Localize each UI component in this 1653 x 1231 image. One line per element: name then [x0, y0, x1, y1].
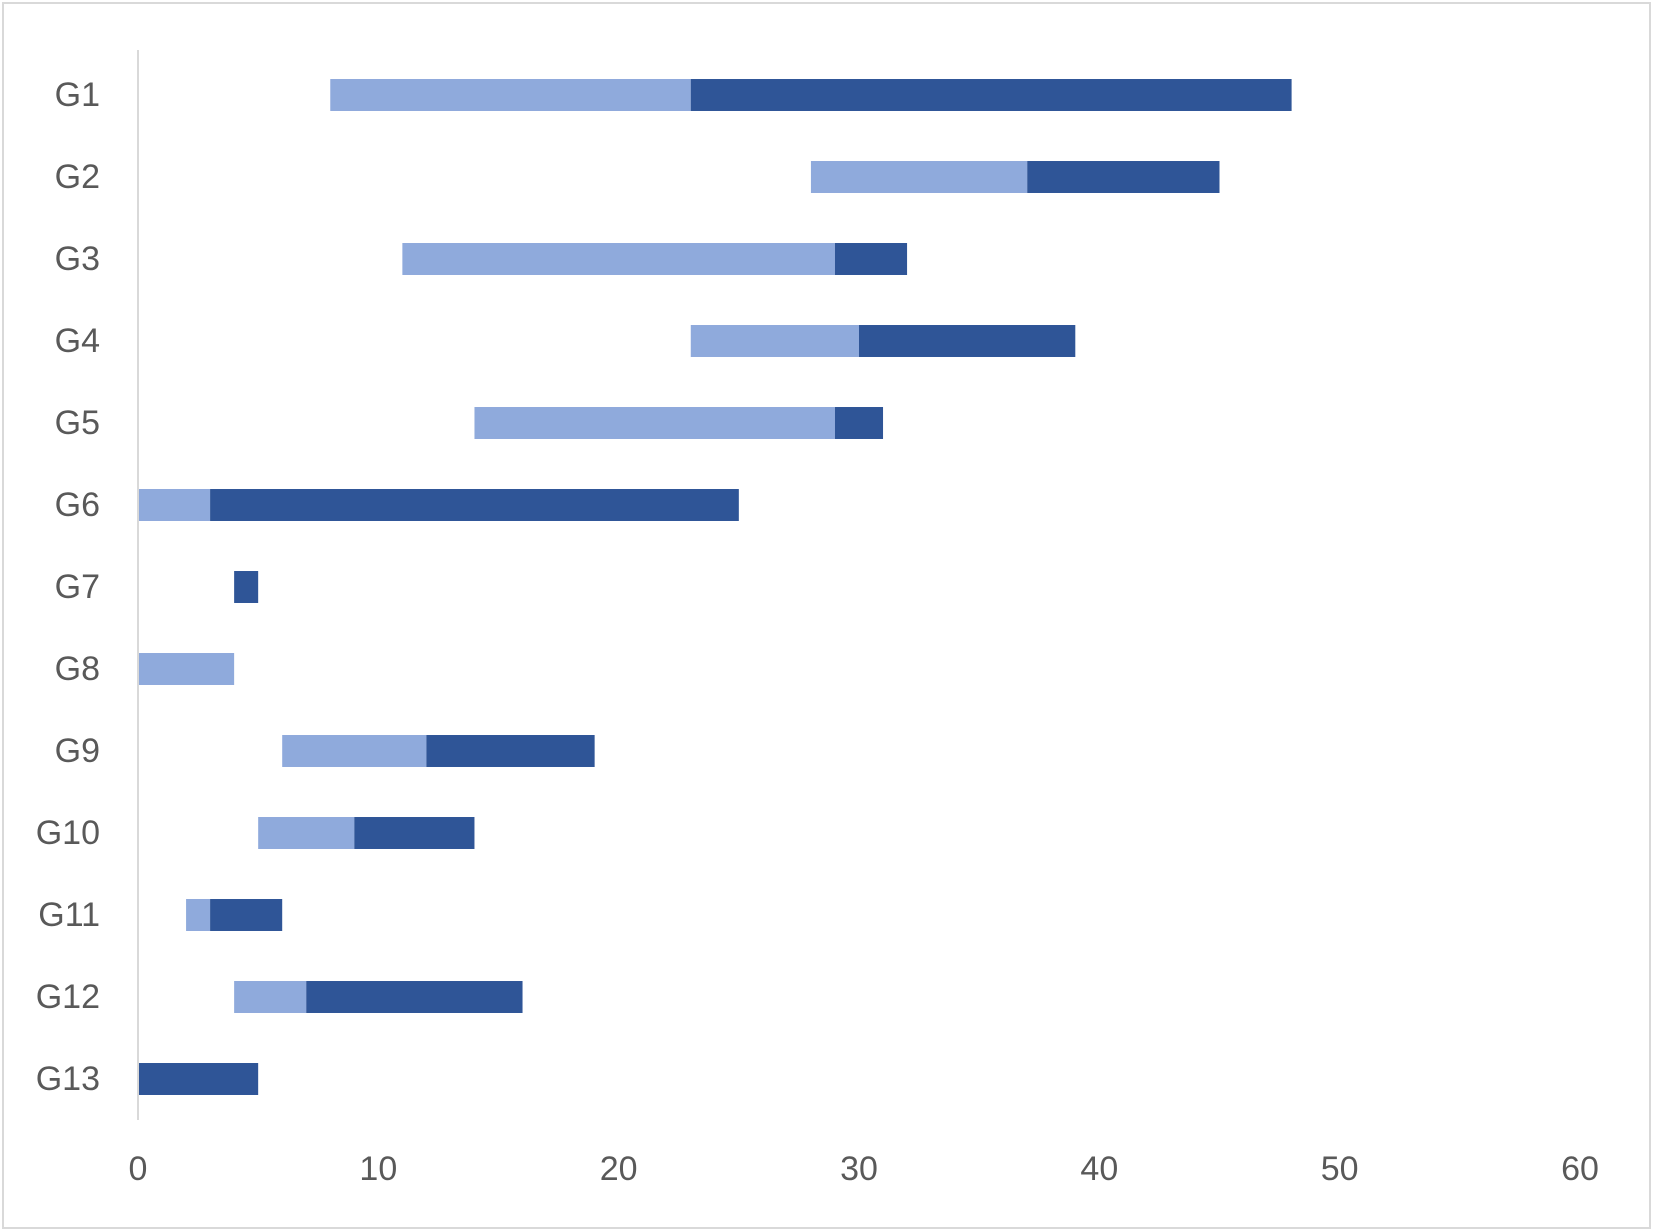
bar-g6-segment-2	[210, 489, 739, 521]
bar-g2-segment-1	[810, 161, 1028, 193]
bar-g9-segment-2	[426, 735, 595, 767]
category-label-g11: G11	[38, 896, 100, 934]
x-tick-labels: 0 10 20 30 40 50 60	[129, 1150, 1599, 1188]
category-label-g8: G8	[55, 650, 100, 688]
x-tick-label: 30	[840, 1150, 878, 1188]
category-label-g1: G1	[55, 76, 100, 114]
bar-g2-segment-2	[1027, 161, 1220, 193]
x-tick-label: 20	[600, 1150, 638, 1188]
bar-g11-segment-1	[186, 899, 211, 931]
x-tick-label: 50	[1321, 1150, 1359, 1188]
bar-g4-segment-2	[859, 325, 1076, 357]
category-label-g7: G7	[55, 568, 100, 606]
category-label-g5: G5	[55, 404, 100, 442]
category-label-g3: G3	[55, 240, 100, 278]
bar-g4-segment-1	[690, 325, 859, 357]
bar-g5-segment-1	[474, 407, 835, 439]
bars-group	[138, 79, 1292, 1095]
category-label-g2: G2	[55, 158, 100, 196]
bar-g5-segment-2	[834, 407, 884, 439]
bar-g6-segment-1	[138, 489, 211, 521]
category-label-g10: G10	[36, 814, 100, 852]
bar-g9-segment-1	[282, 735, 427, 767]
bar-g8-segment-1	[138, 653, 235, 685]
bar-g12-segment-2	[306, 981, 523, 1013]
x-tick-label: 10	[359, 1150, 397, 1188]
bar-g7-segment-2	[234, 571, 259, 603]
category-label-g13: G13	[36, 1060, 100, 1098]
bar-g1-segment-1	[330, 79, 691, 111]
category-label-g6: G6	[55, 486, 100, 524]
bar-g11-segment-2	[210, 899, 283, 931]
category-label-g9: G9	[55, 732, 100, 770]
x-tick-label: 60	[1561, 1150, 1599, 1188]
category-labels: G1 G2 G3 G4 G5 G6 G7 G8 G9 G10 G11 G12 G13	[36, 76, 100, 1098]
category-label-g4: G4	[55, 322, 100, 360]
category-label-g12: G12	[36, 978, 100, 1016]
bar-g1-segment-2	[690, 79, 1292, 111]
x-tick-label: 0	[129, 1150, 148, 1188]
bar-g12-segment-1	[234, 981, 307, 1013]
bar-g3-segment-2	[834, 243, 908, 275]
bar-g10-segment-2	[354, 817, 475, 849]
bar-g13-segment-2	[138, 1063, 259, 1095]
bar-g10-segment-1	[258, 817, 355, 849]
x-tick-label: 40	[1080, 1150, 1118, 1188]
bar-g3-segment-1	[402, 243, 835, 275]
